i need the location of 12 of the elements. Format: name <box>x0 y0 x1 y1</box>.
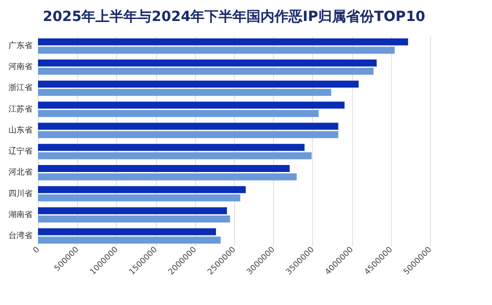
y-tick-label: 辽宁省 <box>8 146 32 156</box>
y-tick-label: 河北省 <box>8 168 32 177</box>
y-tick-label: 四川省 <box>8 188 32 198</box>
y-tick-label: 山东省 <box>8 125 32 134</box>
y-tick-label: 广东省 <box>8 41 32 50</box>
y-tick-label: 江苏省 <box>8 104 32 114</box>
y-tick-label: 台湾省 <box>8 230 32 240</box>
y-tick-label: 浙江省 <box>8 83 32 92</box>
chart-title: 2025年上半年与2024年下半年国内作恶IP归属省份TOP10 <box>42 9 426 25</box>
y-tick-label: 河南省 <box>8 62 32 72</box>
x-tick-label: 0 <box>31 244 42 255</box>
y-tick-label: 湖南省 <box>8 210 32 219</box>
